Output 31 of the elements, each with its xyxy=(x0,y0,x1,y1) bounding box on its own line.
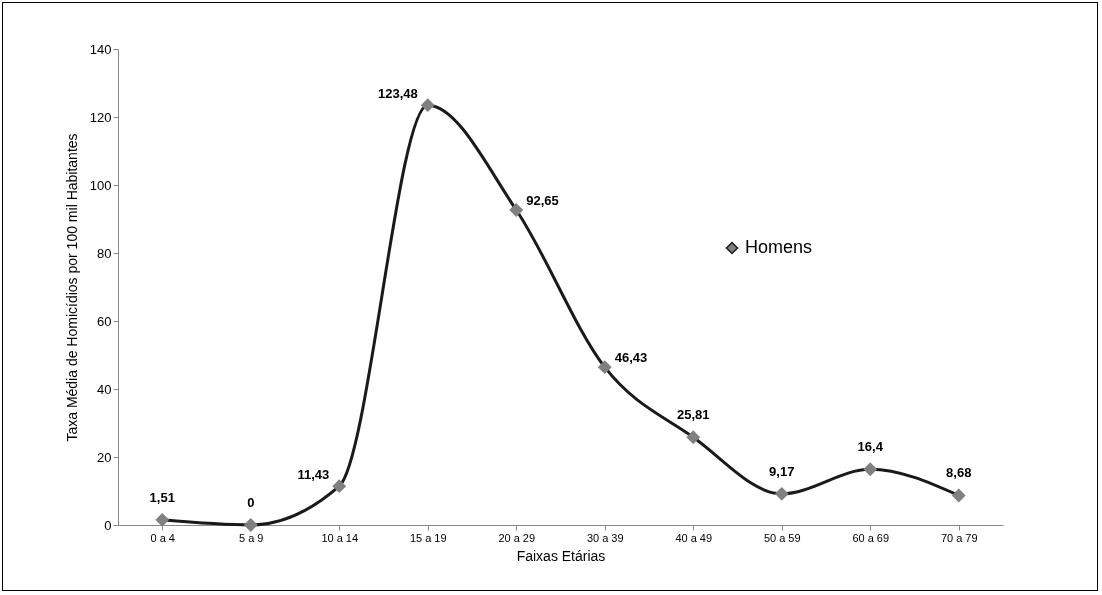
y-tick-label: 120 xyxy=(89,109,112,125)
legend-label: Homens xyxy=(745,237,813,257)
data-label: 46,43 xyxy=(614,350,648,366)
y-tick-label: 40 xyxy=(97,381,112,397)
data-label: 25,81 xyxy=(676,407,710,423)
x-axis-title: Faixas Etárias xyxy=(516,547,606,564)
x-tick-label: 30 a 39 xyxy=(586,531,624,544)
x-tick-label: 70 a 79 xyxy=(940,531,978,544)
data-label: 1,51 xyxy=(149,489,175,505)
x-tick-label: 50 a 59 xyxy=(763,531,801,544)
x-tick-label: 10 a 14 xyxy=(321,531,359,544)
data-label: 11,43 xyxy=(297,467,330,483)
y-tick-label: 80 xyxy=(97,245,112,261)
data-label: 8,68 xyxy=(946,465,972,481)
y-tick-label: 60 xyxy=(97,313,112,329)
y-axis-title: Taxa Média de Homicídios por 100 mil Habitantes xyxy=(63,133,80,442)
x-tick-label: 60 a 69 xyxy=(852,531,890,544)
y-tick-label: 100 xyxy=(89,177,112,193)
data-label: 0 xyxy=(247,495,255,510)
y-tick-label: 140 xyxy=(89,41,112,57)
x-tick-label: 5 a 9 xyxy=(239,531,264,544)
data-label: 92,65 xyxy=(526,192,559,208)
y-tick-label: 20 xyxy=(97,449,112,465)
y-tick-label: 0 xyxy=(104,517,112,533)
data-label: 123,48 xyxy=(377,86,418,102)
x-tick-label: 40 a 49 xyxy=(675,531,713,544)
x-tick-label: 15 a 19 xyxy=(409,531,447,544)
data-label: 16,4 xyxy=(857,439,884,455)
x-tick-label: 20 a 29 xyxy=(498,531,536,544)
x-tick-label: 0 a 4 xyxy=(150,531,175,544)
data-label: 9,17 xyxy=(769,463,795,479)
